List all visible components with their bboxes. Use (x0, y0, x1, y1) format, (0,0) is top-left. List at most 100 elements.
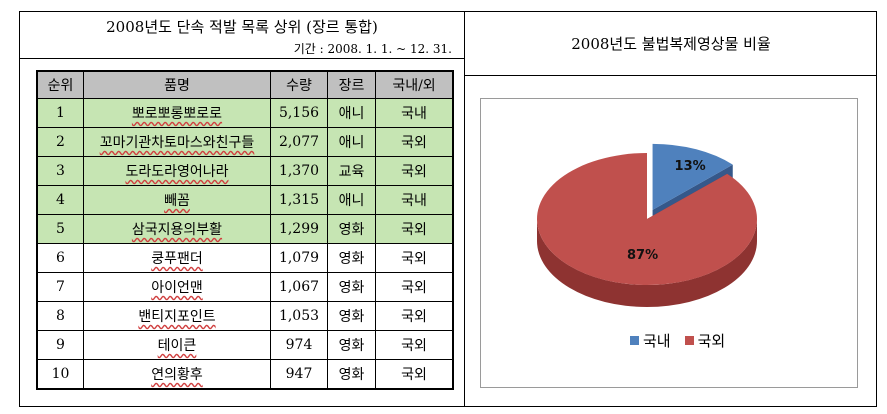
cell-genre: 영화 (327, 330, 376, 360)
cell-rank: 10 (36, 359, 84, 390)
cell-qty: 974 (270, 330, 328, 360)
pie-chart: 13% 87% (537, 143, 757, 307)
cell-origin: 국외 (375, 301, 454, 331)
cell-qty: 947 (270, 359, 328, 390)
header-rank: 순위 (36, 70, 84, 99)
table-row: 8 밴티지포인트 1,053 영화 국외 (36, 301, 454, 331)
cell-name: 삼국지용의부활 (83, 214, 271, 244)
table-row: 9 테이큰 974 영화 국외 (36, 330, 454, 360)
table-row: 2 꼬마기관차토마스와친구들 2,077 애니 국외 (36, 127, 454, 157)
cell-rank: 8 (36, 301, 84, 331)
item-name: 연의황후 (151, 367, 203, 383)
pie-slice-domestic (652, 143, 733, 210)
table-body: 1 뽀로뽀롱뽀로로 5,156 애니 국내 2 꼬마기관차토마스와친구들 2,077 애니 국외 3… (36, 98, 454, 390)
cell-genre: 영화 (327, 272, 376, 302)
item-name: 밴티지포인트 (138, 309, 216, 325)
cell-name: 연의황후 (83, 359, 271, 390)
table-title: 2008년도 단속 적발 목록 상위 (장르 통합) (106, 18, 378, 36)
table-title-block: 2008년도 단속 적발 목록 상위 (장르 통합) 기간 : 2008. 1.… (20, 12, 464, 58)
cell-genre: 영화 (327, 214, 376, 244)
cell-rank: 3 (36, 156, 84, 186)
item-name: 테이큰 (157, 338, 197, 354)
pie-slice-side (537, 219, 757, 307)
cell-genre: 영화 (327, 359, 376, 390)
cell-origin: 국외 (375, 330, 454, 360)
cell-qty: 1,315 (270, 185, 328, 215)
table-row: 5 삼국지용의부활 1,299 영화 국외 (36, 214, 454, 244)
cell-origin: 국외 (375, 127, 454, 157)
period-label: 기간 : 2008. 1. 1. ~ 12. 31. (293, 42, 452, 56)
cell-origin: 국외 (375, 156, 454, 186)
header-genre: 장르 (327, 70, 376, 99)
cell-name: 아이언맨 (83, 272, 271, 302)
cell-rank: 5 (36, 214, 84, 244)
cell-name: 꼬마기관차토마스와친구들 (83, 127, 271, 157)
panel-divider (464, 12, 465, 406)
cell-genre: 영화 (327, 243, 376, 273)
table-row: 4 빼꼼 1,315 애니 국내 (36, 185, 454, 215)
cell-name: 뽀로뽀롱뽀로로 (83, 98, 271, 128)
chart-area: 13% 87% (480, 98, 858, 388)
table-row: 10 연의황후 947 영화 국외 (36, 359, 454, 390)
cell-name: 밴티지포인트 (83, 301, 271, 331)
cell-genre: 애니 (327, 185, 376, 215)
cell-qty: 1,299 (270, 214, 328, 244)
cell-qty: 1,079 (270, 243, 328, 273)
cell-name: 도라도라영어나라 (83, 156, 271, 186)
cell-origin: 국외 (375, 214, 454, 244)
cell-origin: 국외 (375, 272, 454, 302)
header-qty: 수량 (270, 70, 328, 99)
item-name: 아이언맨 (151, 280, 203, 296)
cell-genre: 애니 (327, 127, 376, 157)
table-row: 6 쿵푸팬더 1,079 영화 국외 (36, 243, 454, 273)
item-name: 쿵푸팬더 (151, 251, 203, 267)
cell-origin: 국외 (375, 243, 454, 273)
pie-data-label: 13% (675, 159, 706, 174)
chart-legend: 국내 국외 (630, 330, 725, 351)
table-header-row: 순위 품명 수량 장르 국내/외 (36, 70, 454, 99)
legend-label-foreign: 국외 (697, 332, 726, 350)
cell-rank: 9 (36, 330, 84, 360)
cell-qty: 5,156 (270, 98, 328, 128)
cell-origin: 국내 (375, 98, 454, 128)
cell-genre: 교육 (327, 156, 376, 186)
table-row: 1 뽀로뽀롱뽀로로 5,156 애니 국내 (36, 98, 454, 128)
legend-swatch-foreign (684, 336, 694, 345)
cell-qty: 1,053 (270, 301, 328, 331)
cell-name: 쿵푸팬더 (83, 243, 271, 273)
item-name: 꼬마기관차토마스와친구들 (99, 135, 255, 151)
cell-origin: 국내 (375, 185, 454, 215)
item-name: 삼국지용의부활 (131, 222, 223, 238)
cell-rank: 1 (36, 98, 84, 128)
cell-rank: 4 (36, 185, 84, 215)
cell-genre: 영화 (327, 301, 376, 331)
cell-genre: 애니 (327, 98, 376, 128)
cell-name: 테이큰 (83, 330, 271, 360)
cell-rank: 2 (36, 127, 84, 157)
header-origin: 국내/외 (375, 70, 454, 99)
pie-slice-foreign (537, 153, 757, 285)
header-name: 품명 (83, 70, 271, 99)
legend-item-foreign: 국외 (684, 330, 726, 351)
ranking-table: 순위 품명 수량 장르 국내/외 1 뽀로뽀롱뽀로로 5,156 애니 국내 2 꼬마기관차… (36, 70, 454, 390)
cell-rank: 6 (36, 243, 84, 273)
cell-origin: 국외 (375, 359, 454, 390)
cell-qty: 2,077 (270, 127, 328, 157)
cell-rank: 7 (36, 272, 84, 302)
report-frame: 2008년도 단속 적발 목록 상위 (장르 통합) 기간 : 2008. 1.… (19, 11, 877, 407)
chart-title-separator (465, 75, 877, 76)
cell-name: 빼꼼 (83, 185, 271, 215)
table-row: 7 아이언맨 1,067 영화 국외 (36, 272, 454, 302)
item-name: 빼꼼 (164, 193, 190, 209)
legend-label-domestic: 국내 (643, 332, 671, 350)
legend-swatch-domestic (630, 336, 639, 345)
pie-data-label: 87% (627, 248, 658, 263)
cell-qty: 1,370 (270, 156, 328, 186)
title-separator (20, 58, 464, 59)
item-name: 뽀로뽀롱뽀로로 (131, 106, 223, 122)
table-row: 3 도라도라영어나라 1,370 교육 국외 (36, 156, 454, 186)
chart-title: 2008년도 불법복제영상물 비율 (571, 35, 771, 53)
legend-item-domestic: 국내 (630, 330, 671, 351)
item-name: 도라도라영어나라 (125, 164, 229, 180)
cell-qty: 1,067 (270, 272, 328, 302)
